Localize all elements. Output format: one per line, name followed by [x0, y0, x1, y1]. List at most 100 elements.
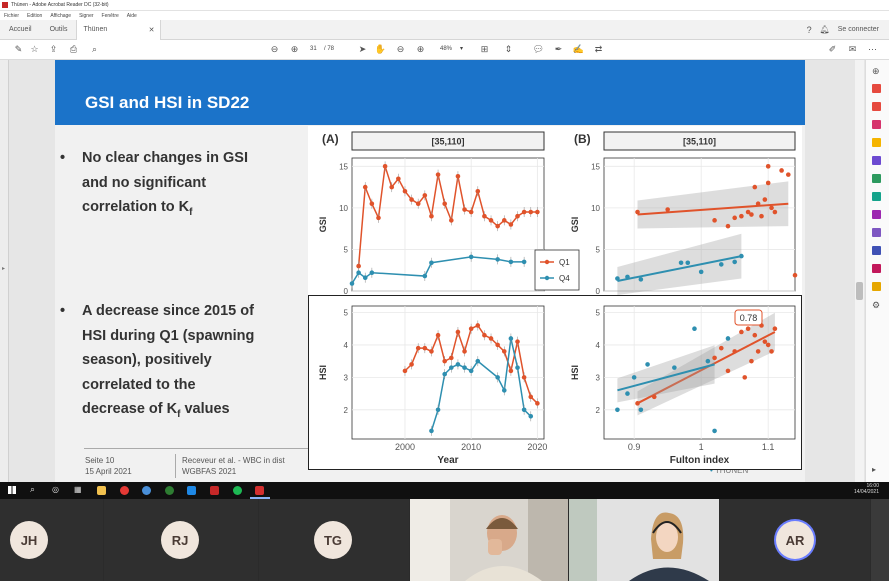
- skype-icon[interactable]: [187, 486, 196, 495]
- zoom-level[interactable]: 48%: [440, 46, 453, 52]
- hand-icon[interactable]: ✋: [374, 44, 387, 54]
- next-page-icon[interactable]: ⊕: [290, 44, 299, 54]
- organize-icon[interactable]: [872, 174, 881, 183]
- prev-page-icon[interactable]: ⊖: [270, 44, 279, 54]
- task-view-icon[interactable]: ◎: [52, 485, 59, 494]
- zoom-in-icon[interactable]: ⊕: [416, 44, 425, 54]
- file-explorer-icon[interactable]: [97, 486, 106, 495]
- logo-text: THÜNEN: [714, 466, 749, 475]
- sign-icon[interactable]: ✍: [572, 44, 585, 54]
- data-point-q1: [665, 207, 670, 212]
- footer-author: Receveur et al. - WBC in dist: [182, 456, 285, 465]
- data-point-q1: [422, 193, 428, 198]
- chrome-icon[interactable]: [165, 486, 174, 495]
- zoom-dropdown-icon[interactable]: ▾: [460, 46, 464, 52]
- annotation-label: 0.78: [740, 313, 758, 323]
- stamp-icon[interactable]: [872, 282, 881, 291]
- app-icon[interactable]: [210, 486, 219, 495]
- scrollbar-thumb[interactable]: [856, 282, 863, 300]
- menu-edit[interactable]: Edition: [27, 12, 43, 19]
- participant-video-2[interactable]: [569, 499, 719, 581]
- browser-icon[interactable]: [142, 486, 151, 495]
- menu-file[interactable]: Fichier: [4, 12, 20, 19]
- data-point-q4: [455, 362, 461, 367]
- participant-video-1[interactable]: [410, 499, 568, 581]
- data-point-q4: [429, 260, 434, 266]
- collapse-pane-icon[interactable]: ▸: [872, 465, 877, 474]
- y-tick-label: 0: [344, 287, 349, 296]
- data-point-q4: [698, 269, 704, 275]
- participant-tile-tg[interactable]: TG: [259, 499, 409, 581]
- star-icon[interactable]: ☆: [30, 44, 39, 54]
- create-pdf-icon[interactable]: [872, 102, 881, 111]
- tab-home[interactable]: Accueil: [9, 26, 32, 33]
- panel-label: (B): [574, 132, 591, 146]
- menu-help[interactable]: Aide: [126, 12, 137, 19]
- close-tab-icon[interactable]: ✕: [148, 26, 155, 34]
- data-point-q1: [468, 209, 474, 215]
- tab-document[interactable]: Thünen ✕: [76, 19, 162, 40]
- zoom-tool-icon[interactable]: ⊕: [872, 66, 880, 76]
- share-icon[interactable]: ⇄: [594, 44, 603, 54]
- more-icon[interactable]: ⋯: [868, 44, 877, 54]
- more-tools-icon[interactable]: ⚙: [872, 300, 881, 310]
- participant-tile-rj[interactable]: RJ: [104, 499, 258, 581]
- left-panel-toggle[interactable]: ▸: [0, 60, 9, 482]
- data-point-q1: [762, 197, 768, 202]
- data-point-q1: [739, 329, 744, 335]
- scan-icon[interactable]: [872, 192, 881, 201]
- export-pdf-icon[interactable]: [872, 84, 881, 93]
- comment-tool-icon[interactable]: [872, 138, 881, 147]
- opera-icon[interactable]: [120, 486, 129, 495]
- avatar-ar: AR: [776, 521, 814, 559]
- data-point-q4: [521, 259, 527, 265]
- clock[interactable]: 16:00 14/04/2021: [854, 483, 879, 495]
- help-icon[interactable]: ?: [806, 24, 812, 35]
- spotify-icon[interactable]: [233, 486, 242, 495]
- scrollbar[interactable]: [855, 60, 864, 482]
- mail-icon[interactable]: ✉: [848, 44, 857, 54]
- windows-start-icon[interactable]: [8, 486, 16, 494]
- participant-tile-ar[interactable]: AR: [720, 499, 870, 581]
- data-point-q1: [402, 368, 408, 374]
- print-icon[interactable]: ⎙: [69, 44, 78, 54]
- sign-in-link[interactable]: Se connecter: [837, 26, 879, 33]
- cursor-icon[interactable]: ➤: [358, 44, 367, 54]
- prepare-form-icon[interactable]: [872, 264, 881, 273]
- x-axis-label: Fulton index: [670, 455, 730, 466]
- data-point-q1: [752, 184, 758, 190]
- data-point-q4: [692, 326, 697, 332]
- edit-icon[interactable]: ✐: [828, 44, 837, 54]
- upload-icon[interactable]: ⇪: [49, 44, 58, 54]
- combine-icon[interactable]: [872, 156, 881, 165]
- bell-icon[interactable]: 🔔︎: [819, 25, 830, 34]
- data-point-q4: [615, 276, 620, 281]
- bullet-gsi-subscript: f: [189, 206, 193, 218]
- data-point-q1: [488, 336, 494, 341]
- comment-icon[interactable]: 💬︎: [532, 44, 545, 54]
- fill-sign-icon[interactable]: [872, 210, 881, 219]
- page-number-input[interactable]: 31: [310, 46, 317, 52]
- menu-window[interactable]: Fenêtre: [101, 12, 119, 19]
- participant-video-3[interactable]: [871, 499, 889, 581]
- zoom-out-icon[interactable]: ⊖: [396, 44, 405, 54]
- menu-view[interactable]: Affichage: [50, 12, 72, 19]
- scroll-mode-icon[interactable]: ⇕: [504, 44, 513, 54]
- edit-pdf-icon[interactable]: [872, 120, 881, 129]
- tab-tools[interactable]: Outils: [49, 26, 68, 33]
- fit-page-icon[interactable]: ⊞: [480, 44, 489, 54]
- expand-arrow-icon[interactable]: ▸: [2, 266, 6, 272]
- acrobat-taskbar-icon[interactable]: [255, 486, 264, 495]
- widgets-icon[interactable]: ▦: [74, 485, 82, 494]
- data-point-q1: [396, 176, 401, 182]
- protect-icon[interactable]: [872, 246, 881, 255]
- menu-sign[interactable]: Signer: [79, 12, 94, 19]
- participant-tile-jh[interactable]: JH: [0, 499, 103, 581]
- create-icon[interactable]: ✎: [14, 44, 23, 54]
- taskbar-search-icon[interactable]: ⌕: [30, 484, 36, 494]
- data-point-q1: [792, 272, 798, 278]
- search-icon[interactable]: ⌕: [91, 44, 98, 54]
- send-icon[interactable]: [872, 228, 881, 237]
- pen-icon[interactable]: ✒: [554, 44, 563, 54]
